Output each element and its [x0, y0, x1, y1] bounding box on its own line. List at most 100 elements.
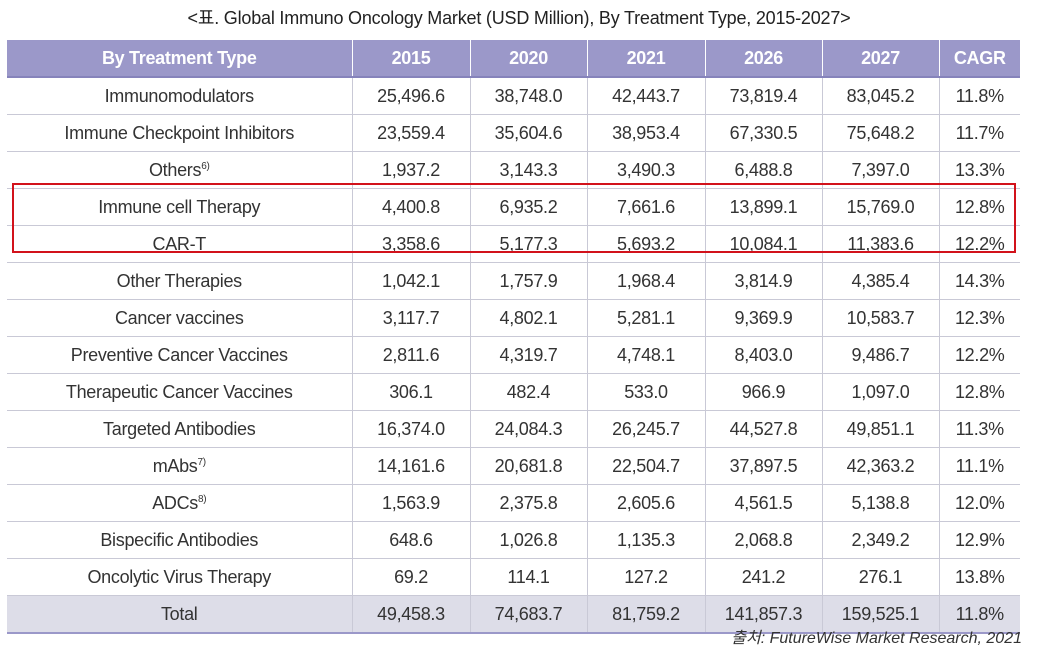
row-label-text: Oncolytic Virus Therapy [87, 567, 271, 587]
table-row: ADCs8) 1,563.9 2,375.8 2,605.6 4,561.5 5,138.… [7, 484, 1020, 522]
header-cell: By Treatment Type [7, 40, 352, 78]
value-cell: 2,349.2 [821, 521, 939, 559]
row-label-text: Immunomodulators [104, 86, 255, 106]
value-cell: 75,648.2 [821, 114, 939, 152]
row-label-text: Cancer vaccines [114, 308, 244, 328]
row-label-text: Others [148, 160, 202, 180]
row-label-text: ADCs [152, 493, 198, 513]
table-row: Immune Checkpoint Inhibitors 23,559.4 35,6… [7, 114, 1020, 152]
value-cell: 49,458.3 [351, 595, 470, 634]
value-cell: 10,583.7 [821, 299, 939, 337]
value-cell: 3,143.3 [469, 151, 587, 189]
cagr-cell: 13.8% [938, 558, 1020, 596]
table-caption: <표. Global Immuno Oncology Market (USD M… [187, 8, 851, 28]
value-cell: 1,563.9 [351, 484, 470, 522]
value-cell: 2,375.8 [469, 484, 587, 522]
value-cell: 81,759.2 [586, 595, 705, 634]
row-label-text: Preventive Cancer Vaccines [70, 345, 288, 365]
value-cell: 5,177.3 [469, 225, 587, 263]
value-cell: 83,045.2 [821, 77, 939, 115]
cagr-cell: 13.3% [938, 151, 1020, 189]
row-label-text: Other Therapies [116, 271, 243, 291]
cagr-cell: 11.8% [938, 77, 1020, 115]
row-label: Immunomodulators [7, 77, 352, 115]
value-cell: 2,068.8 [704, 521, 822, 559]
table-row: Preventive Cancer Vaccines 2,811.6 4,319.7… [7, 336, 1020, 374]
row-label: Immune Checkpoint Inhibitors [7, 114, 352, 152]
value-cell: 6,488.8 [704, 151, 822, 189]
value-cell: 37,897.5 [704, 447, 822, 485]
cagr-cell: 14.3% [938, 262, 1020, 300]
footnote-marker: 7) [197, 457, 207, 468]
value-cell: 159,525.1 [821, 595, 939, 634]
value-cell: 4,385.4 [821, 262, 939, 300]
header-cell: 2020 [469, 40, 587, 78]
value-cell: 74,683.7 [469, 595, 587, 634]
value-cell: 25,496.6 [351, 77, 470, 115]
row-label-text: CAR-T [152, 234, 207, 254]
value-cell: 1,097.0 [821, 373, 939, 411]
row-label-text: Immune Checkpoint Inhibitors [64, 123, 295, 143]
table-row: Other Therapies 1,042.1 1,757.9 1,968.4 3,81… [7, 262, 1020, 300]
value-cell: 4,561.5 [704, 484, 822, 522]
value-cell: 127.2 [586, 558, 705, 596]
value-cell: 7,661.6 [586, 188, 705, 226]
header-cell: CAGR [938, 40, 1020, 78]
value-cell: 7,397.0 [821, 151, 939, 189]
value-cell: 648.6 [351, 521, 470, 559]
value-cell: 42,363.2 [821, 447, 939, 485]
row-label: Other Therapies [7, 262, 352, 300]
value-cell: 73,819.4 [704, 77, 822, 115]
cagr-cell: 11.1% [938, 447, 1020, 485]
table-row: mAbs7) 14,161.6 20,681.8 22,504.7 37,897.5 42… [7, 447, 1020, 485]
value-cell: 1,042.1 [351, 262, 470, 300]
cagr-cell: 12.3% [938, 299, 1020, 337]
cagr-cell: 12.2% [938, 225, 1020, 263]
value-cell: 533.0 [586, 373, 705, 411]
value-cell: 1,135.3 [586, 521, 705, 559]
row-label: Therapeutic Cancer Vaccines [7, 373, 352, 411]
row-label: Targeted Antibodies [7, 410, 352, 448]
value-cell: 14,161.6 [351, 447, 470, 485]
value-cell: 3,358.6 [351, 225, 470, 263]
value-cell: 35,604.6 [469, 114, 587, 152]
row-label: Cancer vaccines [7, 299, 352, 337]
value-cell: 8,403.0 [704, 336, 822, 374]
value-cell: 16,374.0 [351, 410, 470, 448]
row-label: Total [7, 595, 352, 634]
value-cell: 15,769.0 [821, 188, 939, 226]
value-cell: 1,757.9 [469, 262, 587, 300]
table-row: Oncolytic Virus Therapy 69.2 114.1 127.2 241… [7, 558, 1020, 596]
row-label: Bispecific Antibodies [7, 521, 352, 559]
cagr-cell: 12.0% [938, 484, 1020, 522]
value-cell: 4,802.1 [469, 299, 587, 337]
value-cell: 241.2 [704, 558, 822, 596]
row-label: ADCs8) [7, 484, 352, 522]
value-cell: 20,681.8 [469, 447, 587, 485]
value-cell: 3,490.3 [586, 151, 705, 189]
value-cell: 4,748.1 [586, 336, 705, 374]
table-row: Cancer vaccines 3,117.7 4,802.1 5,281.1 9,36… [7, 299, 1020, 337]
table-row: Immune cell Therapy 4,400.8 6,935.2 7,661.6… [7, 188, 1020, 226]
value-cell: 22,504.7 [586, 447, 705, 485]
row-label: Oncolytic Virus Therapy [7, 558, 352, 596]
value-cell: 114.1 [469, 558, 587, 596]
row-label-text: mAbs [152, 456, 198, 476]
value-cell: 38,953.4 [586, 114, 705, 152]
cagr-cell: 12.8% [938, 373, 1020, 411]
value-cell: 38,748.0 [469, 77, 587, 115]
cagr-cell: 12.2% [938, 336, 1020, 374]
value-cell: 5,693.2 [586, 225, 705, 263]
value-cell: 4,400.8 [351, 188, 470, 226]
value-cell: 966.9 [704, 373, 822, 411]
table-row: Others6) 1,937.2 3,143.3 3,490.3 6,488.8 7,39… [7, 151, 1020, 189]
total-row: Total 49,458.3 74,683.7 81,759.2 141,857.3 15… [7, 595, 1020, 634]
market-table: By Treatment Type 2015 2020 2021 2026 20… [7, 40, 1020, 634]
value-cell: 49,851.1 [821, 410, 939, 448]
table-row: Immunomodulators 25,496.6 38,748.0 42,443.7… [7, 77, 1020, 115]
row-label: Immune cell Therapy [7, 188, 352, 226]
cagr-cell: 11.8% [938, 595, 1020, 634]
value-cell: 44,527.8 [704, 410, 822, 448]
value-cell: 5,281.1 [586, 299, 705, 337]
value-cell: 9,486.7 [821, 336, 939, 374]
